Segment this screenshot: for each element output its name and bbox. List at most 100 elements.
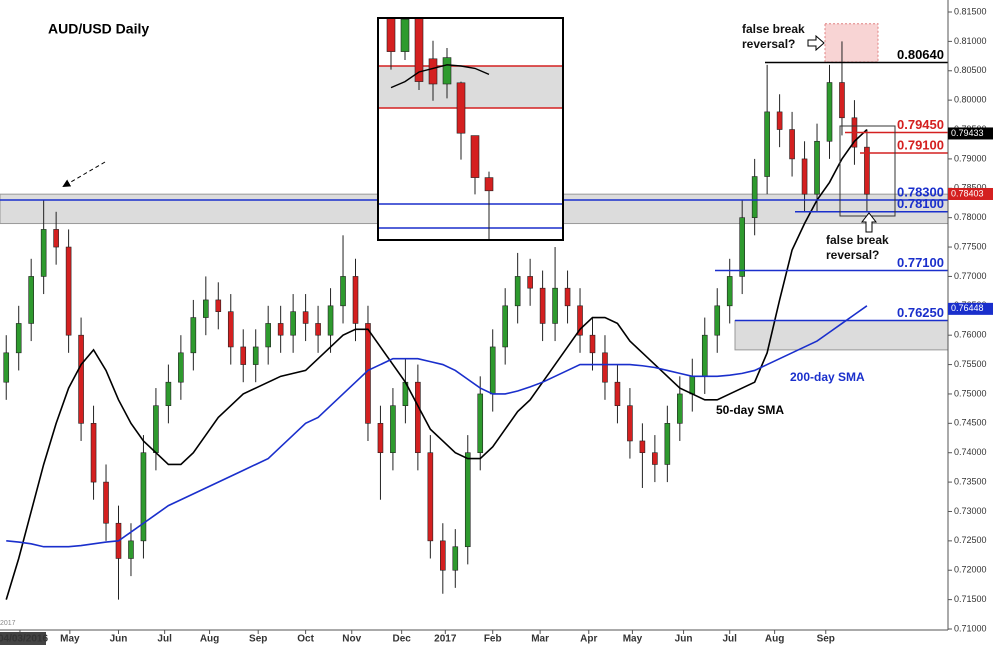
- level-label: 0.77100: [897, 255, 944, 270]
- price-tag: [948, 187, 993, 200]
- inset: [377, 17, 564, 241]
- candle-body: [502, 305, 508, 348]
- candle-body: [178, 352, 184, 383]
- candle-body: [28, 276, 34, 324]
- x-tick-label: Apr: [580, 634, 597, 645]
- x-tick-label: Sep: [817, 634, 835, 645]
- candle-body: [427, 452, 434, 542]
- candle-body: [414, 18, 424, 82]
- x-tick-label: Nov: [342, 634, 361, 645]
- x-tick-label: May: [623, 634, 643, 645]
- candle-body: [639, 440, 646, 454]
- x-tick-label: Feb: [484, 634, 502, 645]
- candle-body: [290, 311, 296, 336]
- candle-body: [3, 352, 10, 383]
- candle-body: [128, 540, 134, 559]
- y-tick-label: 0.72000: [954, 565, 987, 575]
- x-tick-label: Dec: [392, 634, 411, 645]
- candle-body: [15, 323, 22, 354]
- pointer-arrow: [807, 34, 825, 52]
- candle-body: [489, 346, 496, 395]
- level-label: 0.79100: [897, 137, 944, 152]
- candle-body: [464, 452, 471, 548]
- candle-body: [470, 135, 480, 178]
- x-tick-label: 04/03/2016: [0, 634, 48, 645]
- y-tick-label: 0.73500: [954, 476, 987, 486]
- sma-line: [390, 64, 490, 89]
- candle-body: [352, 276, 359, 324]
- candle-body: [689, 376, 696, 395]
- y-tick-label: 0.74500: [954, 418, 987, 428]
- annotation: false break: [742, 22, 805, 36]
- candle-body: [602, 352, 608, 383]
- price-tag: [948, 127, 993, 140]
- y-tick-label: 0.80000: [954, 95, 987, 105]
- candle-body: [390, 405, 396, 454]
- candle-body: [327, 305, 334, 336]
- candle-body: [714, 305, 721, 336]
- y-tick-label: 0.74000: [954, 447, 987, 457]
- x-label-highlight: [0, 632, 46, 645]
- x-tick-label: Mar: [531, 634, 549, 645]
- candle-body: [614, 381, 621, 407]
- y-tick-label: 0.76000: [954, 330, 987, 340]
- candle-body: [227, 311, 234, 348]
- candle-body: [577, 305, 583, 336]
- series-label: 200-day SMA: [790, 370, 865, 384]
- candle-body: [627, 405, 633, 442]
- candle-body: [839, 82, 845, 119]
- candle-body: [440, 540, 446, 571]
- candle-body: [340, 276, 346, 307]
- x-tick-label: Sep: [249, 634, 267, 645]
- candle-body: [400, 18, 410, 52]
- x-tick-label: Oct: [297, 634, 314, 645]
- candle-body: [377, 423, 384, 454]
- level-label: 0.79450: [897, 117, 944, 132]
- candle-body: [277, 323, 284, 336]
- price-tag-label: 0.78403: [951, 188, 984, 198]
- candle-body: [552, 287, 558, 324]
- candle-body: [40, 229, 47, 277]
- candle-body: [252, 346, 259, 365]
- x-tick-label: Jun: [110, 634, 128, 645]
- inset-background: [378, 18, 563, 240]
- sma-line: [5, 128, 868, 600]
- y-tick-label: 0.75500: [954, 359, 987, 369]
- y-tick-label: 0.71500: [954, 594, 987, 604]
- price-tag: [948, 302, 993, 315]
- inset-frame: [377, 17, 564, 241]
- y-tick-label: 0.72500: [954, 535, 987, 545]
- candle-body: [456, 82, 466, 134]
- corner-label: 2017: [0, 620, 16, 627]
- candle-body: [527, 276, 533, 289]
- x-tick-label: Aug: [200, 634, 219, 645]
- y-tick-label: 0.79000: [954, 153, 987, 163]
- level-label: 0.78300: [897, 184, 944, 199]
- candle-body: [589, 334, 596, 354]
- y-tick-label: 0.81500: [954, 6, 987, 16]
- candle-body: [776, 111, 783, 130]
- y-tick-label: 0.75000: [954, 388, 987, 398]
- y-tick-label: 0.77000: [954, 271, 987, 281]
- x-tick-label: Aug: [765, 634, 784, 645]
- candle-body: [90, 423, 97, 483]
- candle-body: [442, 57, 452, 85]
- zone: [824, 23, 879, 63]
- candle-body: [265, 323, 271, 348]
- price-tag-label: 0.76448: [951, 303, 984, 313]
- level-label: 0.80640: [897, 47, 944, 62]
- candle-body: [103, 481, 109, 524]
- candle-body: [215, 299, 222, 312]
- candle-body: [165, 381, 172, 407]
- candle-body: [801, 158, 808, 195]
- candle-body: [564, 287, 571, 307]
- annotation: reversal?: [742, 37, 795, 51]
- price-tag-label: 0.79433: [951, 128, 984, 138]
- chart-title: AUD/USD Daily: [48, 21, 149, 37]
- candle-body: [386, 18, 396, 52]
- candle-body: [302, 311, 309, 324]
- candle-body: [652, 452, 658, 465]
- candle-body: [78, 334, 84, 424]
